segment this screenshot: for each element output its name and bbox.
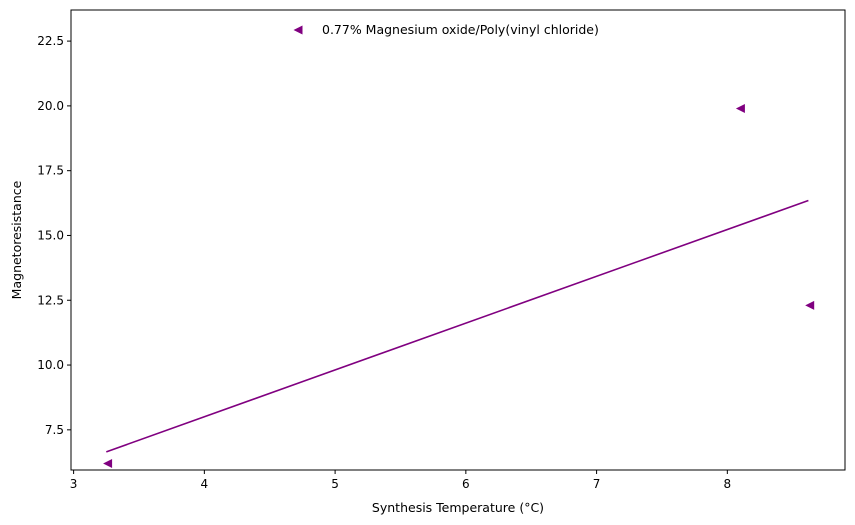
y-axis-title: Magnetoresistance: [9, 180, 24, 299]
trend-line: [106, 199, 809, 453]
x-axis-ticks: 3 4 5 6 7 8: [70, 470, 731, 491]
data-point: [103, 459, 113, 469]
legend-label: 0.77% Magnesium oxide/Poly(vinyl chlorid…: [322, 22, 599, 37]
y-tick-label: 10.0: [37, 358, 64, 372]
x-tick-label: 5: [331, 477, 339, 491]
x-tick-label: 6: [462, 477, 470, 491]
data-point: [735, 103, 745, 113]
data-point: [805, 300, 815, 310]
plot-frame: [70, 9, 846, 471]
legend-marker: [293, 25, 303, 35]
x-axis-title: Synthesis Temperature (°C): [372, 500, 544, 515]
y-tick-label: 15.0: [37, 228, 64, 242]
x-tick-label: 4: [201, 477, 209, 491]
y-tick-label: 20.0: [37, 99, 64, 113]
x-tick-label: 8: [724, 477, 732, 491]
y-tick-label: 7.5: [45, 423, 64, 437]
y-axis-ticks: 7.5 10.0 12.5 15.0 17.5 20.0 22.5: [37, 34, 71, 437]
legend: 0.77% Magnesium oxide/Poly(vinyl chlorid…: [293, 22, 599, 37]
y-tick-label: 12.5: [37, 293, 64, 307]
x-tick-label: 3: [70, 477, 78, 491]
plot-content: [103, 103, 815, 469]
y-tick-label: 17.5: [37, 164, 64, 178]
y-tick-label: 22.5: [37, 34, 64, 48]
x-tick-label: 7: [593, 477, 601, 491]
